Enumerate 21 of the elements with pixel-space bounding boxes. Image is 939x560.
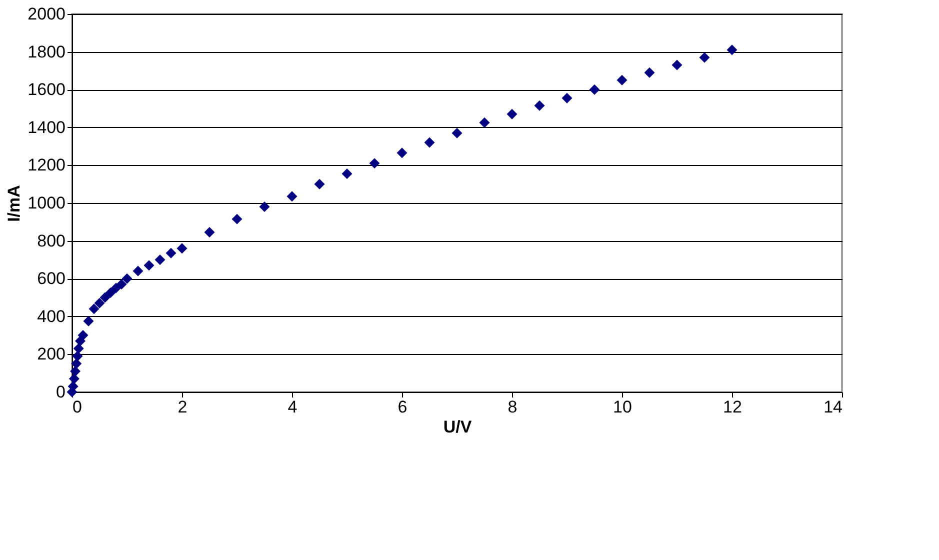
y-tick-label: 1800 (28, 42, 66, 62)
x-tick-label: 12 (723, 398, 742, 416)
x-tick-label: 2 (178, 398, 188, 416)
y-tick-label: 600 (37, 269, 66, 288)
y-tick-label: 800 (37, 231, 66, 250)
x-tick-label: 0 (72, 398, 82, 416)
x-tick-label: 10 (613, 398, 632, 416)
x-tick-label: 14 (824, 398, 842, 416)
x-tick-label: 4 (288, 398, 298, 416)
y-tick-label: 200 (37, 344, 66, 364)
y-tick-label: 1400 (28, 118, 66, 137)
x-axis-title: U/V (443, 418, 472, 436)
y-tick-label: 2000 (28, 4, 66, 24)
x-tick-label: 6 (398, 398, 408, 416)
y-axis-title: I/mA (4, 185, 24, 222)
y-tick-label: 1000 (28, 194, 66, 212)
y-tick-label: 1600 (28, 80, 66, 100)
y-tick-label: 1200 (28, 156, 66, 175)
y-tick-label: 400 (37, 306, 66, 326)
x-tick-label: 8 (508, 398, 518, 416)
y-tick-label: 0 (56, 382, 66, 402)
